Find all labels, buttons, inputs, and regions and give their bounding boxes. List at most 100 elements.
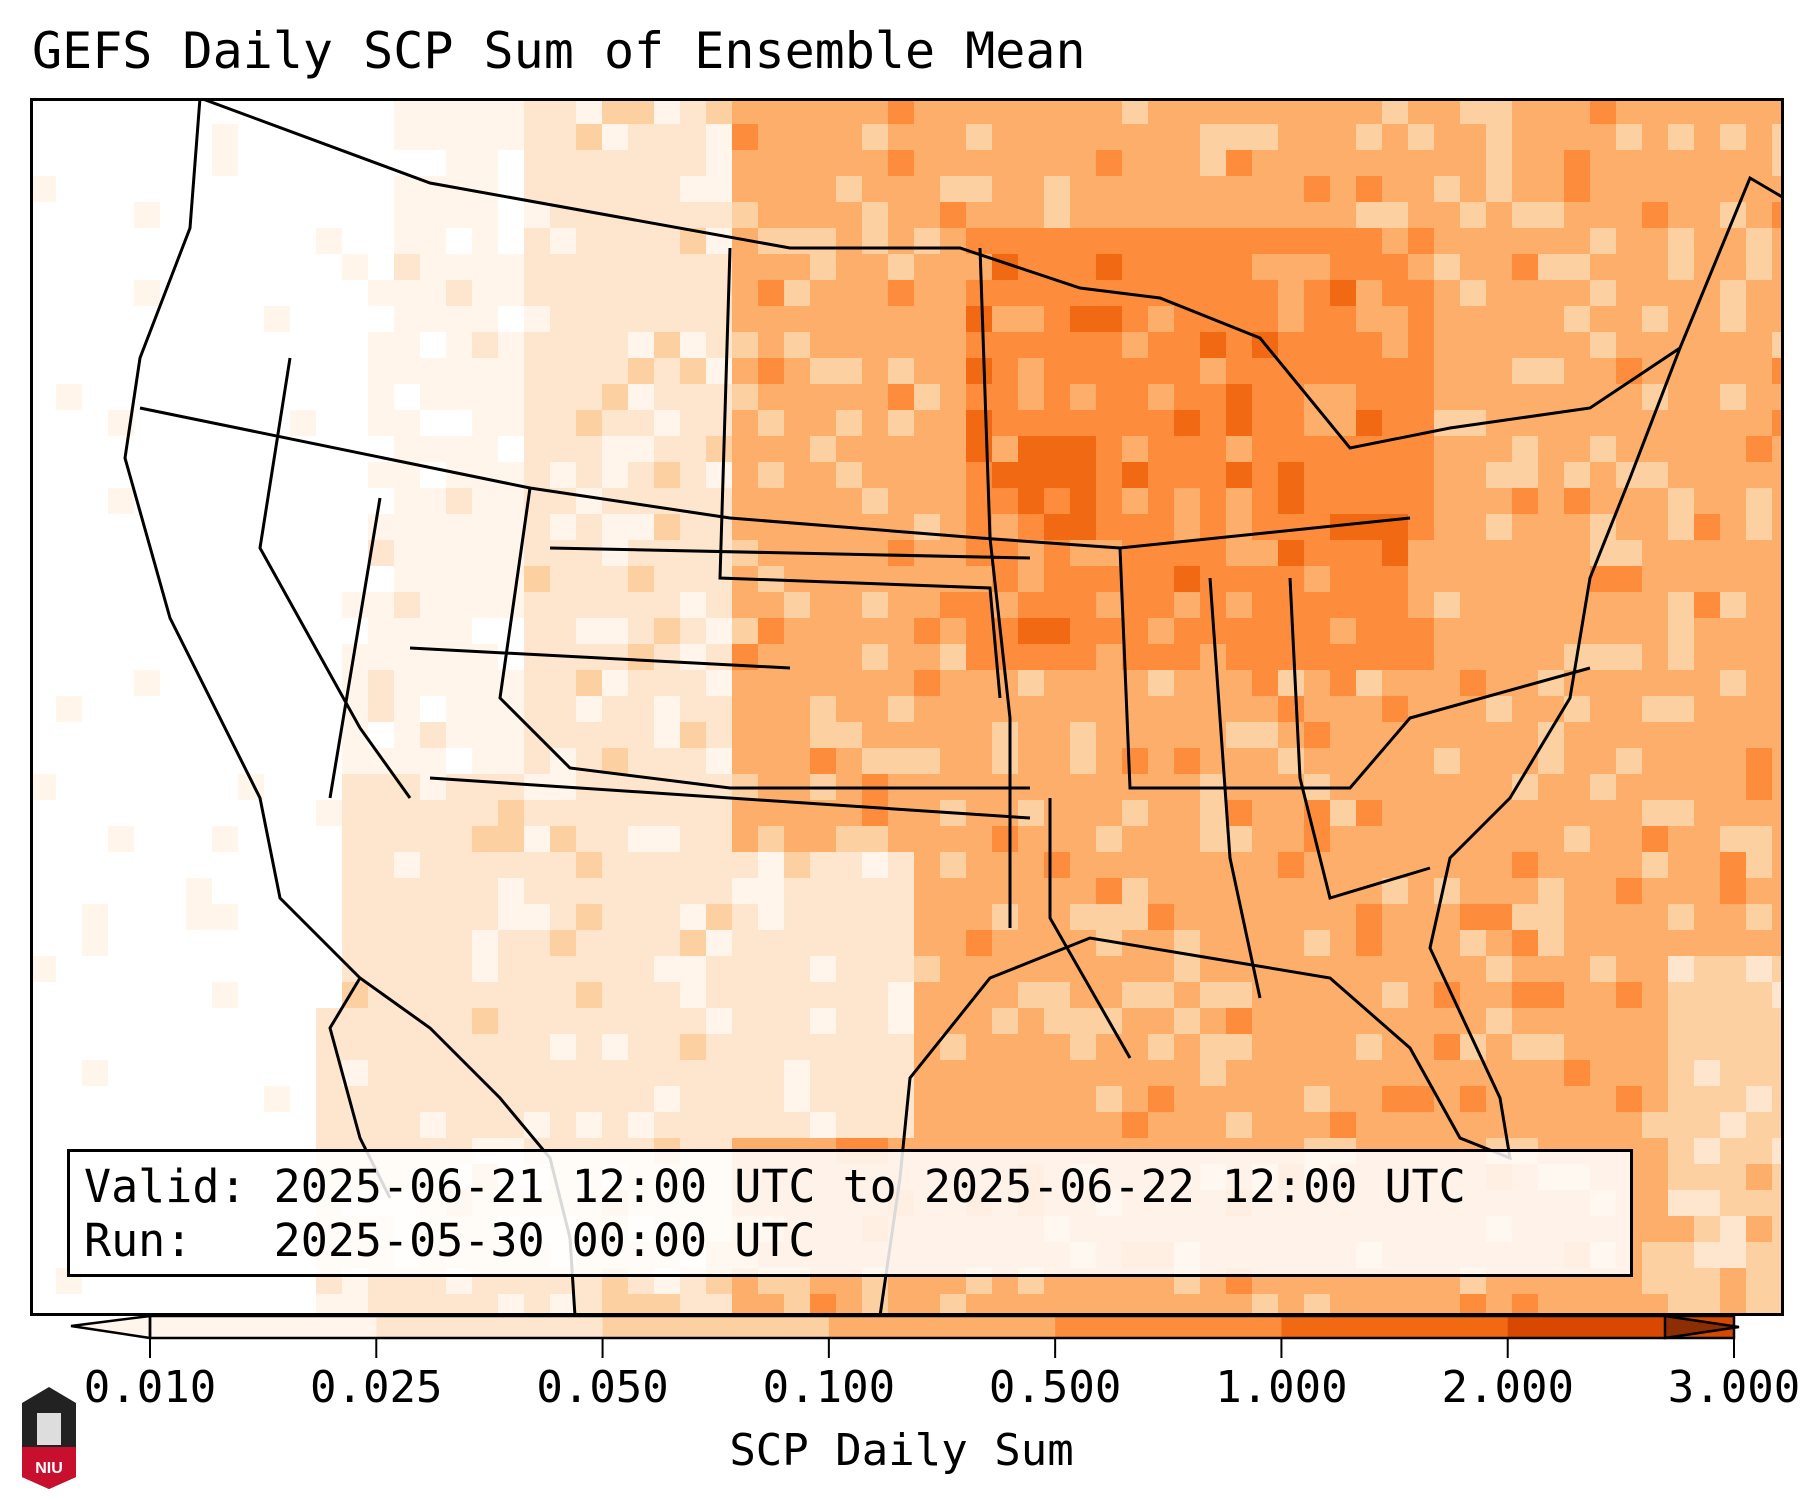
scp-cell — [420, 1112, 446, 1138]
scp-cell — [1070, 410, 1096, 436]
scp-cell — [1590, 280, 1616, 306]
scp-cell — [914, 670, 940, 696]
scp-cell — [1018, 176, 1044, 202]
scp-cell — [1304, 358, 1330, 384]
scp-cell — [1720, 540, 1746, 566]
scp-cell — [1070, 306, 1096, 332]
scp-cell — [1512, 306, 1538, 332]
scp-cell — [498, 98, 524, 124]
scp-cell — [1382, 358, 1408, 384]
scp-cell — [1382, 280, 1408, 306]
scp-cell — [1434, 488, 1460, 514]
scp-cell — [1096, 358, 1122, 384]
scp-cell — [628, 306, 654, 332]
scp-cell — [1330, 1008, 1356, 1034]
scp-cell — [654, 696, 680, 722]
scp-cell — [1044, 436, 1070, 462]
scp-cell — [914, 540, 940, 566]
scp-cell — [498, 566, 524, 592]
scp-cell — [1668, 98, 1694, 124]
scp-cell — [472, 176, 498, 202]
scp-cell — [1382, 930, 1408, 956]
scp-cell — [1668, 618, 1694, 644]
scp-cell — [1746, 1008, 1772, 1034]
scp-cell — [1668, 696, 1694, 722]
scp-cell — [680, 566, 706, 592]
scp-cell — [1044, 826, 1070, 852]
scp-cell — [1122, 618, 1148, 644]
scp-cell — [1616, 904, 1642, 930]
scp-cell — [368, 514, 394, 540]
scp-cell — [1330, 384, 1356, 410]
scp-cell — [1356, 592, 1382, 618]
scp-cell — [836, 306, 862, 332]
scp-cell — [784, 228, 810, 254]
scp-cell — [706, 904, 732, 930]
scp-cell — [1044, 228, 1070, 254]
scp-cell — [1590, 1008, 1616, 1034]
scp-cell — [1070, 592, 1096, 618]
scp-cell — [888, 748, 914, 774]
scp-cell — [1512, 280, 1538, 306]
scp-cell — [1694, 670, 1720, 696]
scp-cell — [1226, 228, 1252, 254]
scp-cell — [628, 1060, 654, 1086]
scp-cell — [784, 670, 810, 696]
scp-cell — [654, 670, 680, 696]
scp-cell — [836, 228, 862, 254]
scp-cell — [446, 1060, 472, 1086]
scp-cell — [1460, 878, 1486, 904]
scp-cell — [1356, 306, 1382, 332]
scp-cell — [1096, 176, 1122, 202]
scp-cell — [940, 254, 966, 280]
scp-cell — [1408, 488, 1434, 514]
scp-cell — [1096, 904, 1122, 930]
scp-cell — [446, 592, 472, 618]
scp-cell — [758, 618, 784, 644]
scp-cell — [472, 1034, 498, 1060]
scp-cell — [550, 904, 576, 930]
scp-cell — [888, 332, 914, 358]
scp-cell — [1434, 514, 1460, 540]
scp-cell — [1148, 1112, 1174, 1138]
scp-cell — [810, 384, 836, 410]
scp-cell — [1642, 306, 1668, 332]
scp-cell — [810, 1060, 836, 1086]
scp-cell — [888, 800, 914, 826]
scp-cell — [394, 176, 420, 202]
scp-cell — [914, 202, 940, 228]
scp-cell — [914, 124, 940, 150]
scp-cell — [1200, 462, 1226, 488]
scp-cell — [576, 1086, 602, 1112]
scp-cell — [576, 1294, 602, 1316]
scp-cell — [394, 358, 420, 384]
scp-cell — [394, 1034, 420, 1060]
scp-cell — [1122, 1086, 1148, 1112]
scp-cell — [1226, 332, 1252, 358]
scp-cell — [1070, 280, 1096, 306]
scp-cell — [446, 306, 472, 332]
scp-cell — [1512, 410, 1538, 436]
scp-cell — [1018, 1086, 1044, 1112]
scp-cell — [420, 1294, 446, 1316]
scp-cell — [1460, 176, 1486, 202]
scp-cell — [1174, 748, 1200, 774]
scp-cell — [862, 1086, 888, 1112]
scp-cell — [1512, 98, 1538, 124]
scp-cell — [1512, 1034, 1538, 1060]
scp-cell — [1668, 592, 1694, 618]
scp-cell — [1720, 852, 1746, 878]
scp-cell — [1486, 540, 1512, 566]
scp-cell — [1486, 696, 1512, 722]
scp-cell — [992, 514, 1018, 540]
scp-cell — [524, 462, 550, 488]
scp-cell — [654, 566, 680, 592]
scp-cell — [1616, 956, 1642, 982]
scp-cell — [1538, 696, 1564, 722]
scp-cell — [446, 488, 472, 514]
scp-cell — [576, 878, 602, 904]
scp-cell — [1616, 228, 1642, 254]
scp-cell — [758, 1008, 784, 1034]
scp-cell — [1460, 98, 1486, 124]
scp-cell — [134, 280, 160, 306]
